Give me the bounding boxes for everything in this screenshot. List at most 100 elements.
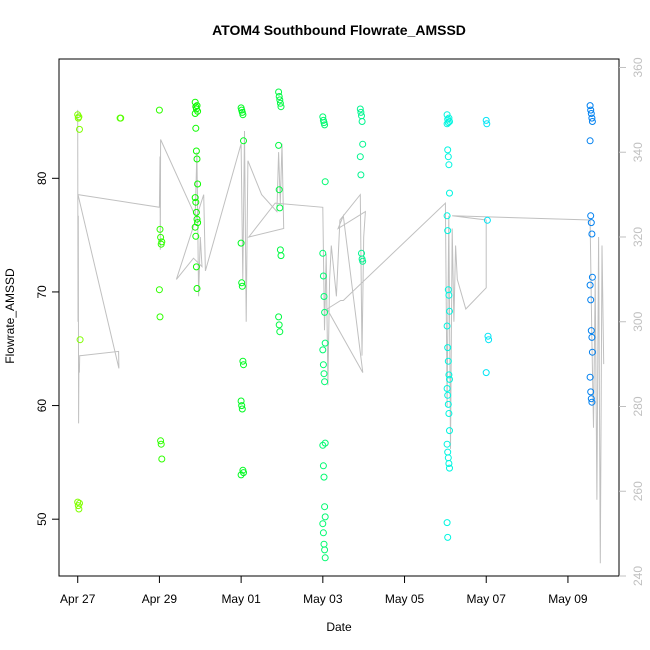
data-point (157, 437, 165, 445)
data-point (239, 111, 247, 119)
data-point (157, 233, 165, 241)
data-point (357, 171, 365, 179)
data-point (275, 88, 283, 96)
data-point (446, 375, 453, 383)
y2-tick-label: 320 (631, 227, 645, 247)
data-point (444, 357, 452, 365)
data-point (191, 98, 199, 106)
data-point (445, 161, 453, 169)
data-point (446, 189, 453, 197)
data-point (587, 395, 595, 403)
data-point (444, 153, 452, 161)
data-point (319, 361, 327, 369)
data-point (445, 291, 453, 299)
data-point (321, 439, 329, 447)
data-point (482, 116, 490, 124)
data-point (191, 223, 199, 231)
data-point (320, 370, 328, 378)
data-point (76, 336, 84, 344)
data-point (588, 273, 596, 281)
data-point (484, 332, 492, 340)
data-point (586, 281, 594, 289)
secondary-line (77, 109, 605, 564)
data-point (446, 427, 453, 435)
data-point (445, 460, 453, 467)
data-point (276, 204, 284, 212)
data-point (443, 111, 451, 119)
data-point (321, 121, 329, 129)
x-tick-label: Apr 27 (60, 592, 96, 606)
data-point (321, 339, 329, 347)
data-point (155, 106, 163, 114)
data-point (193, 285, 201, 292)
data-point (319, 441, 327, 449)
data-point (444, 115, 452, 123)
y-tick-label: 80 (35, 171, 49, 185)
data-point (191, 194, 199, 202)
data-point (276, 246, 284, 254)
points-layer (74, 88, 596, 562)
x-axis-label: Date (326, 620, 352, 634)
data-point (445, 410, 453, 417)
data-point (444, 146, 452, 154)
data-point (321, 178, 329, 186)
data-point (587, 296, 595, 304)
data-point (238, 402, 246, 410)
data-point (237, 471, 245, 479)
data-point (275, 93, 283, 100)
data-point (239, 357, 247, 365)
data-point (359, 257, 367, 265)
x-tick-label: May 01 (221, 592, 261, 606)
y2-tick-label: 300 (631, 311, 645, 331)
data-point (76, 125, 83, 133)
data-point (444, 391, 452, 399)
data-point (275, 321, 283, 329)
data-point (483, 216, 491, 224)
data-point (277, 252, 285, 260)
data-point (192, 232, 200, 240)
y2-tick-label: 340 (631, 142, 645, 162)
data-point (321, 554, 329, 562)
data-point (588, 230, 596, 238)
data-point (192, 198, 200, 206)
data-point (588, 398, 596, 406)
data-point (275, 141, 283, 149)
data-point (444, 119, 452, 127)
y-tick-label: 50 (35, 512, 49, 526)
data-point (444, 454, 452, 462)
data-point (276, 99, 284, 107)
data-point (240, 137, 247, 145)
data-point (240, 469, 247, 477)
data-point (74, 498, 82, 506)
data-point (238, 282, 246, 290)
data-point (192, 147, 200, 155)
x-tick-label: May 05 (385, 592, 425, 606)
data-point (319, 249, 327, 257)
data-point (482, 369, 490, 377)
data-point (194, 107, 202, 115)
data-point (237, 239, 245, 247)
data-point (587, 219, 595, 227)
data-point (588, 114, 596, 122)
data-point (117, 114, 125, 122)
data-point (276, 96, 284, 104)
data-point (193, 215, 201, 223)
data-point (443, 120, 451, 128)
data-point (587, 106, 595, 114)
data-point (444, 533, 452, 541)
data-point (443, 212, 451, 220)
data-point (76, 499, 83, 507)
data-point (319, 462, 327, 470)
y2-tick-label: 240 (631, 566, 645, 586)
y2-tick-label: 280 (631, 396, 645, 416)
data-point (356, 153, 364, 161)
data-point (358, 118, 366, 125)
data-point (586, 373, 594, 381)
data-point (319, 529, 327, 537)
data-point (485, 336, 493, 344)
data-point (275, 313, 283, 321)
data-point (237, 397, 245, 405)
data-point (238, 279, 246, 287)
data-point (319, 272, 327, 280)
